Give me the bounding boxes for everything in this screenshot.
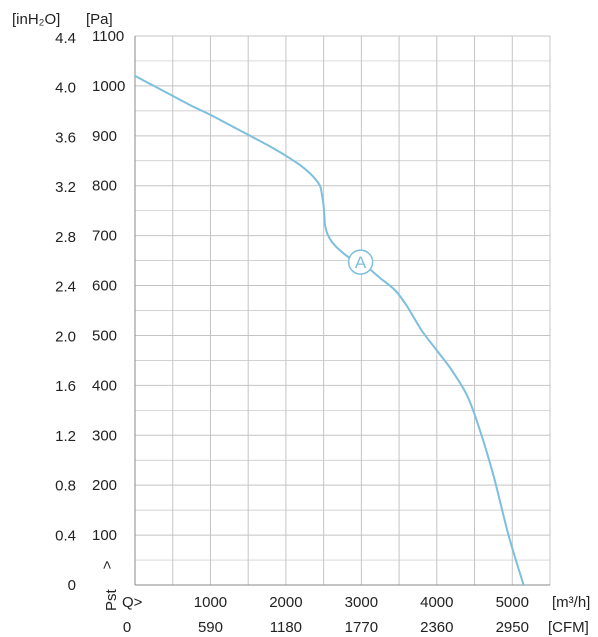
y-primary-tick-label: 200 [92,477,117,494]
x-primary-tick-label: 4000 [420,594,453,611]
y-secondary-tick-label: 2.0 [55,328,76,345]
x-primary-tick-label: 1000 [194,594,227,611]
y-secondary-unit-label: [inH₂O] [12,11,60,28]
y-primary-tick-label: 700 [92,228,117,245]
y-primary-tick-label: 900 [92,128,117,145]
x-secondary-tick-label: 0 [123,619,131,636]
operating-point-marker [347,249,374,275]
annotations-group: A [347,249,374,275]
x-secondary-tick-label: 1770 [345,619,378,636]
pst-arrow: > [99,560,116,569]
performance-curve-line [134,74,525,586]
y-secondary-tick-label: 0.4 [55,527,76,544]
x-secondary-tick-label: 1180 [270,619,302,636]
y-secondary-tick-label: 1.2 [55,428,76,445]
x-primary-tick-label: 3000 [345,594,378,611]
x-secondary-tick-label: 590 [198,619,223,636]
y-primary-tick-label: 300 [92,427,117,444]
y-secondary-tick-label: 4.4 [55,30,76,47]
q-caption: Q> [122,594,143,611]
x-secondary-tick-label: 2360 [420,619,453,636]
y-primary-tick-label: 600 [92,278,117,295]
y-primary-tick-label: 800 [92,178,117,195]
y-secondary-tick-label: 2.4 [55,279,76,296]
x-primary-unit-label: [m³/h] [552,594,590,611]
y-primary-tick-label: 500 [92,327,117,344]
x-secondary-unit-label: [CFM] [548,619,589,636]
x-secondary-tick-label: 2950 [496,619,529,636]
y-secondary-tick-label: 2.8 [55,229,76,246]
x-secondary-tick-labels: 0 590 1180 1770 2360 2950 [123,619,529,636]
x-primary-tick-label: 5000 [496,594,529,611]
y-secondary-tick-label: 0 [68,577,76,594]
x-primary-tick-labels: 1000 2000 3000 4000 5000 [194,594,529,611]
y-primary-unit-label: [Pa] [86,11,113,28]
y-primary-tick-label: 1100 [92,28,124,45]
y-primary-tick-labels: 100 200 300 400 500 600 700 800 900 1000 1100 [92,28,125,544]
y-primary-tick-label: 400 [92,377,117,394]
x-primary-tick-label: 2000 [269,594,302,611]
pst-caption: Pst [103,588,120,611]
minor-gridlines [135,60,550,561]
y-primary-tick-label: 100 [92,527,117,544]
y-secondary-tick-label: 3.6 [55,129,76,146]
y-primary-tick-label: 1000 [92,78,125,95]
series-group [134,74,525,586]
operating-point-label: A [355,253,367,272]
y-secondary-tick-label: 4.0 [55,80,76,97]
y-secondary-tick-label: 0.8 [55,478,76,495]
y-secondary-tick-label: 1.6 [55,378,76,395]
y-secondary-tick-label: 3.2 [55,179,76,196]
y-secondary-tick-labels: 0 0.4 0.8 1.2 1.6 2.0 2.4 2.8 3.2 3.6 4.0 4.4 [55,30,76,594]
